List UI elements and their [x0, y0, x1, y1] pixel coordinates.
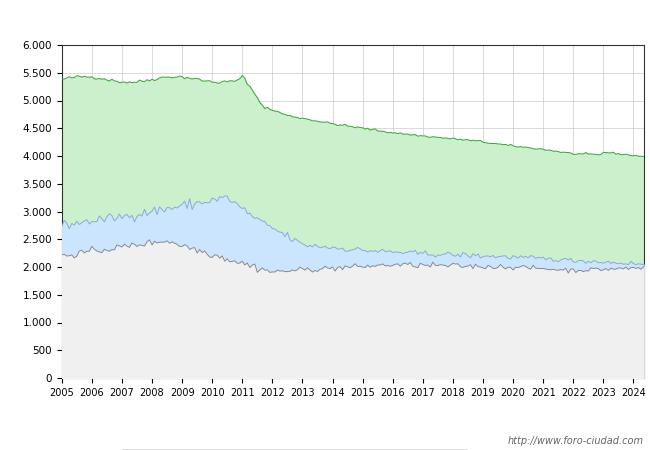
Text: http://www.foro-ciudad.com: http://www.foro-ciudad.com — [508, 436, 644, 446]
Text: Moraleja - Evolucion de la poblacion en edad de Trabajar Mayo de 2024: Moraleja - Evolucion de la poblacion en … — [86, 12, 564, 25]
